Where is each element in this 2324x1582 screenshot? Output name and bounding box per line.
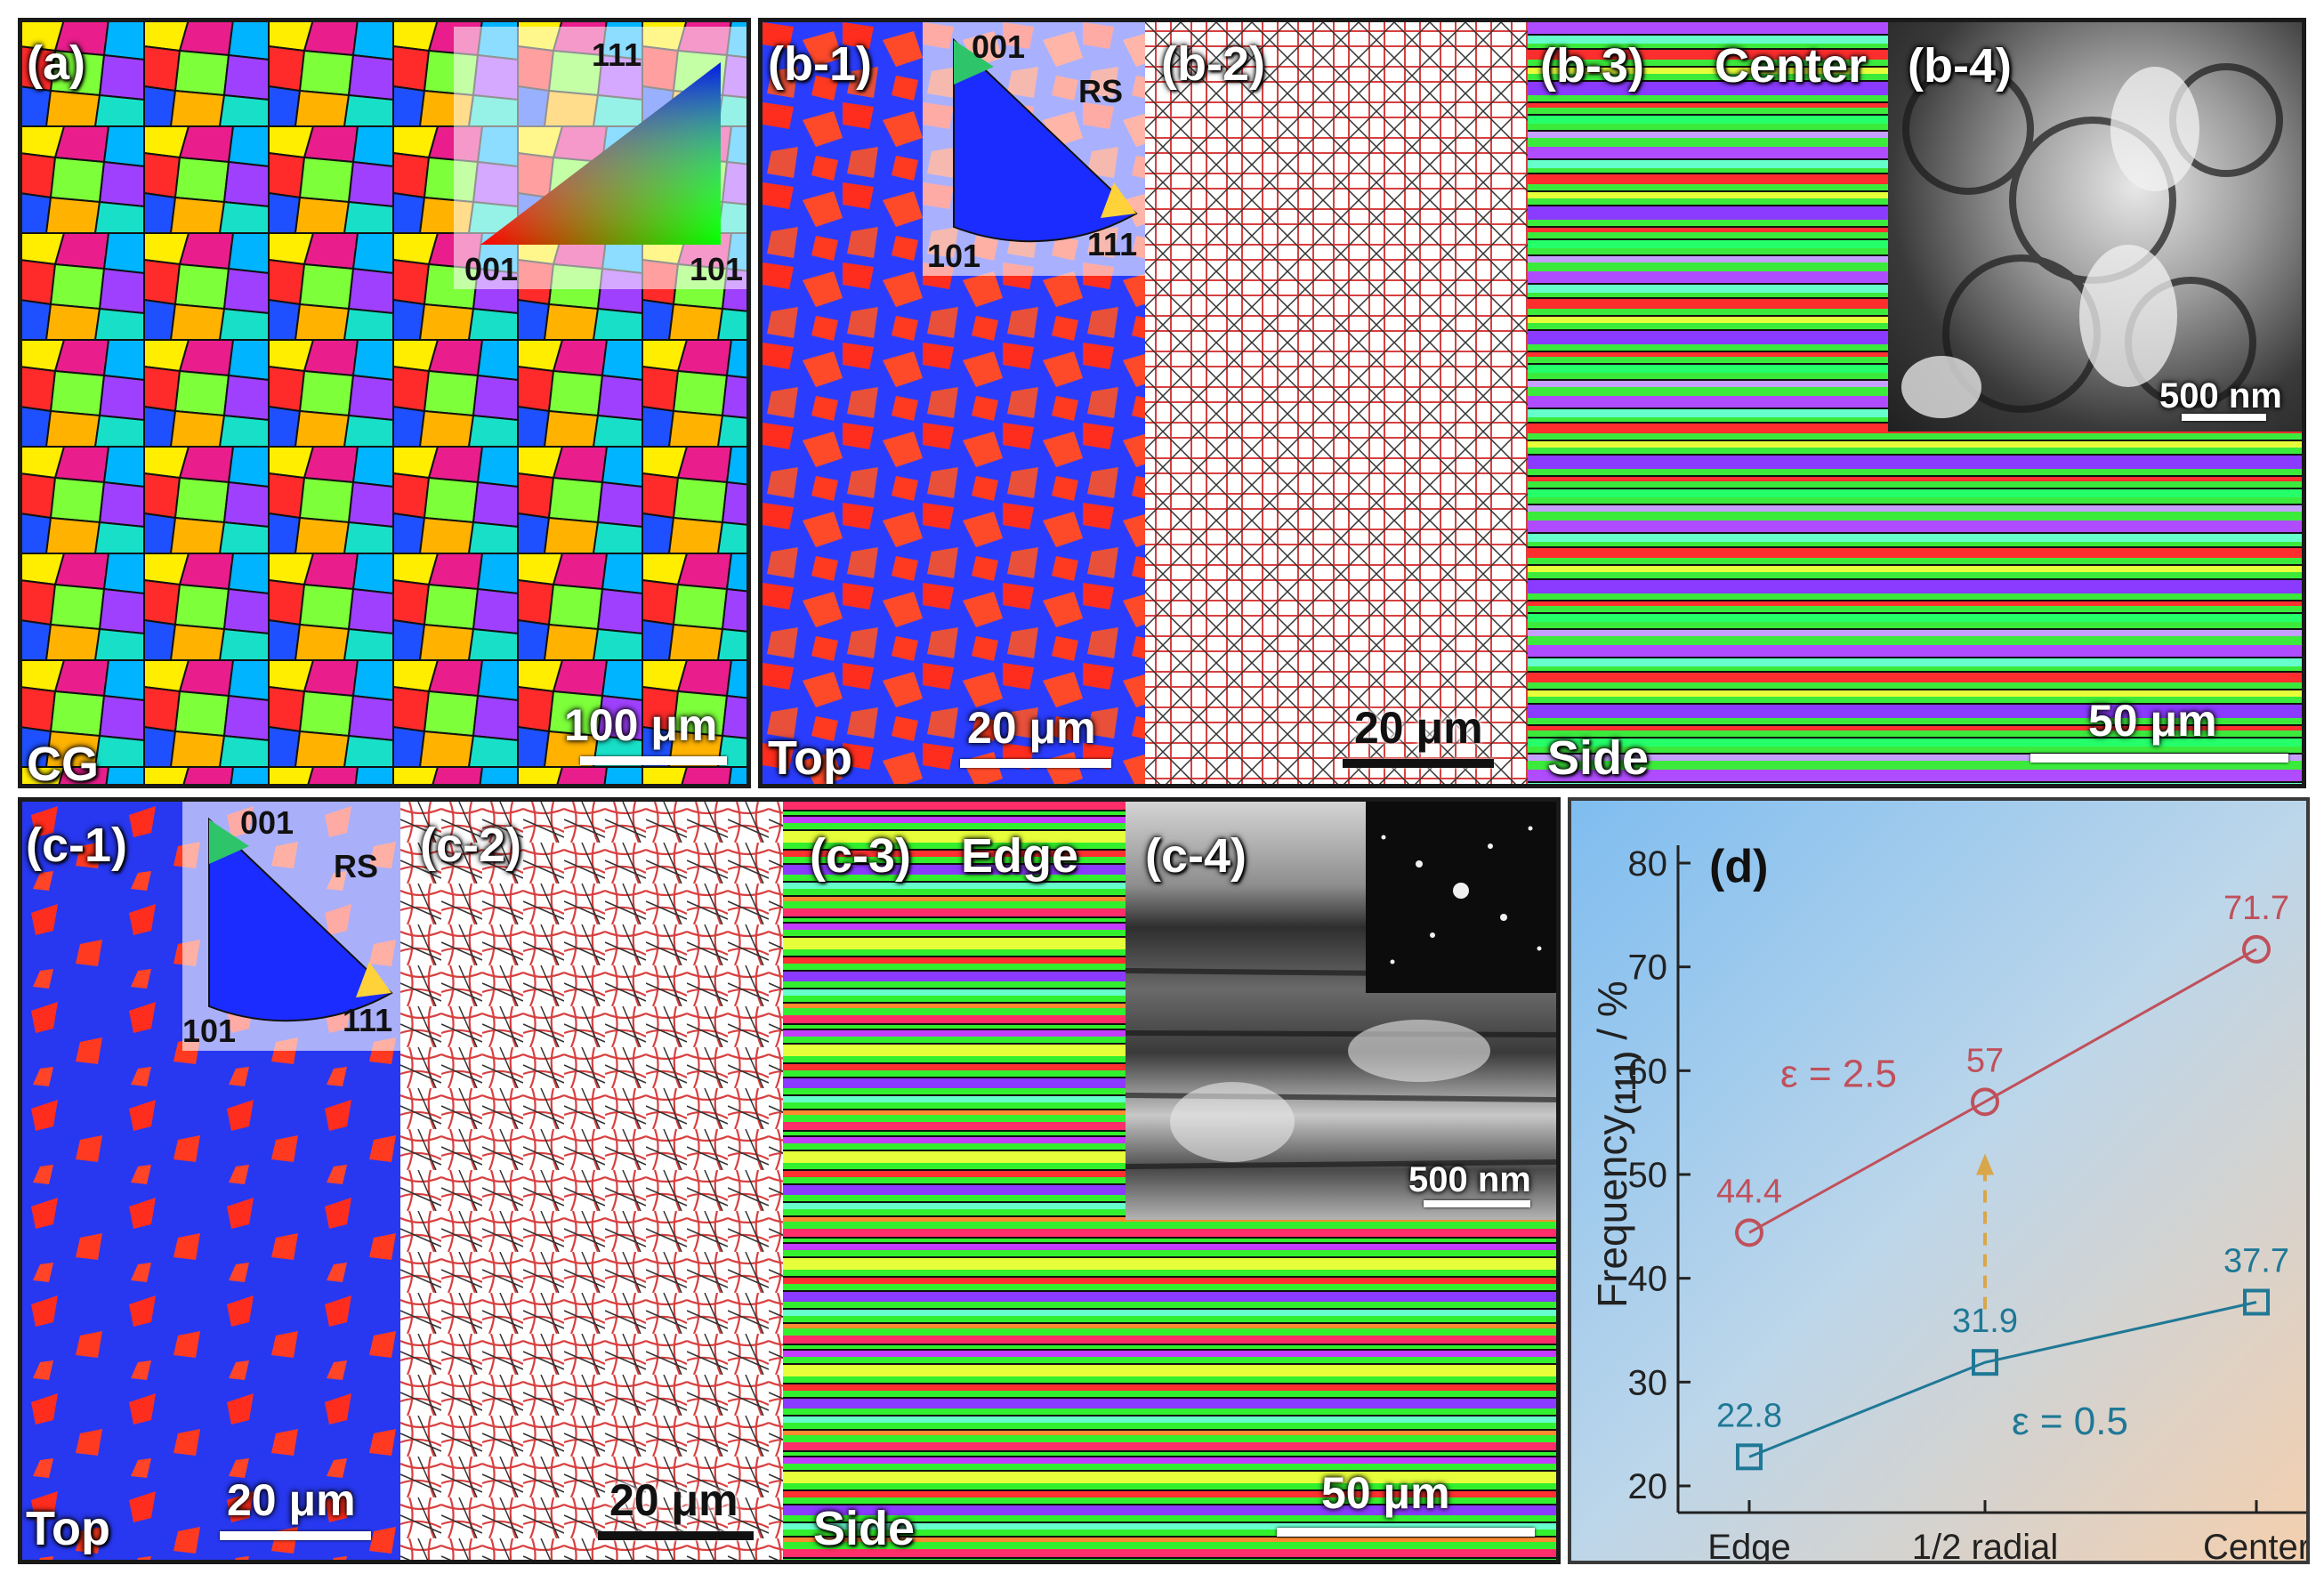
panel-c1-ebsd-map: RS 001 101 111 (c-1) Top 20 μm: [22, 802, 400, 1560]
scale-text-b3: 50 μm: [2088, 696, 2217, 746]
series-line-0: [1748, 948, 2257, 1234]
y-tick-label: 60: [1628, 1052, 1668, 1091]
y-tick-label: 50: [1628, 1156, 1668, 1195]
panel-d-chart: 20 30 40 50 60 70 80 Edge 1/2 radial Center Freque…: [1568, 797, 2310, 1564]
panel-label-b4: (b-4): [1908, 39, 2012, 93]
data-point-square: [1736, 1443, 1763, 1471]
scale-bar-b4: [2182, 414, 2266, 421]
ipf-label-101: 101: [690, 251, 744, 287]
view-label-top-b1: Top: [768, 731, 852, 784]
ipf-color-key: 111 001 101: [454, 27, 747, 289]
scale-bar-c4: [1424, 1200, 1530, 1207]
panel-label-a: (a): [27, 36, 85, 90]
scale-bar-c2: [598, 1531, 754, 1540]
panel-b4-tem: (b-4) 500 nm: [1888, 22, 2302, 432]
y-tick-label: 30: [1628, 1363, 1668, 1402]
y-tick-label: 80: [1628, 844, 1668, 884]
frame-b: [758, 18, 2306, 788]
scale-text-c1: 20 μm: [227, 1475, 356, 1525]
location-label-edge: Edge: [961, 829, 1079, 883]
frequency-line-chart: 20 30 40 50 60 70 80 Edge 1/2 radial Center Freque…: [1589, 844, 2306, 1561]
panel-c4-tem: (c-4) 500 nm: [1126, 802, 1556, 1220]
series-name-low: ε = 0.5: [2012, 1400, 2128, 1443]
location-label-center: Center: [1715, 39, 1868, 93]
inverse-pole-figure-c1: RS 001 101 111: [182, 802, 400, 1051]
y-tick-label: 20: [1628, 1467, 1668, 1506]
panel-label-c1: (c-1): [26, 819, 128, 872]
data-point-circle: [2242, 934, 2271, 964]
data-label: 37.7: [2223, 1243, 2289, 1280]
series-name-high: ε = 2.5: [1780, 1052, 1897, 1095]
scale-text-c4: 500 nm: [1408, 1160, 1531, 1199]
view-label-top-c1: Top: [26, 1502, 110, 1555]
pf-label-001-c1: 001: [240, 804, 295, 841]
panel-label-b3: (b-3): [1540, 39, 1644, 93]
panel-label-b2: (b-2): [1161, 37, 1265, 91]
condition-label-cg: CG: [27, 738, 99, 787]
pf-label-001-b1: 001: [972, 28, 1026, 65]
panel-label-c2: (c-2): [420, 819, 522, 872]
scale-bar-b3: [2030, 754, 2288, 763]
data-label: 44.4: [1716, 1173, 1782, 1210]
frame-c: [18, 797, 1561, 1564]
panel-a-ebsd-map: 111 001 101 (a) CG 100 μm: [20, 20, 749, 787]
pf-label-111-c1: 111: [343, 1002, 393, 1038]
panel-b1-ebsd-map: RS 001 101 111 (b-1) Top 20 μm: [763, 22, 1145, 784]
scale-bar-b2: [1343, 759, 1494, 768]
x-tick-label: Edge: [1707, 1528, 1790, 1561]
panel-b2-boundary-map: (b-2) 20 μm: [1145, 22, 1528, 784]
scale-bar-a: [580, 756, 727, 765]
view-label-side-c3: Side: [813, 1502, 916, 1555]
x-tick-label: Center: [2203, 1528, 2306, 1561]
data-point-square: [1972, 1349, 1998, 1376]
pf-label-111-b1: 111: [1087, 226, 1138, 262]
inverse-pole-figure-b1: RS 001 101 111: [923, 22, 1145, 276]
scale-text-c3: 50 μm: [1321, 1468, 1450, 1518]
data-point-square: [2243, 1288, 2270, 1316]
data-point-circle: [1735, 1218, 1763, 1247]
y-tick-label: 70: [1628, 948, 1668, 988]
ipf-label-111: 111: [592, 36, 642, 73]
frame-a: [18, 18, 751, 788]
panel-label-d: (d): [1709, 841, 1769, 892]
y-axis-label: Frequency(111) / %: [1589, 981, 1642, 1308]
data-label: 71.7: [2223, 890, 2289, 927]
ipf-label-001: 001: [464, 251, 519, 287]
data-label: 57: [1966, 1042, 2004, 1079]
pf-label-rs-b1: RS: [1078, 73, 1124, 109]
data-label: 22.8: [1716, 1397, 1782, 1434]
scale-text-a: 100 μm: [564, 700, 718, 750]
panel-label-c3: (c-3): [810, 829, 912, 883]
panel-label-b1: (b-1): [768, 37, 872, 91]
panel-label-c4: (c-4): [1145, 829, 1247, 883]
scale-bar-b1: [960, 759, 1111, 768]
scale-bar-c1: [220, 1531, 371, 1540]
pf-label-rs-c1: RS: [334, 848, 379, 884]
scale-text-c2: 20 μm: [609, 1475, 738, 1525]
scale-text-b2: 20 μm: [1354, 703, 1483, 753]
pf-label-101-c1: 101: [182, 1013, 237, 1049]
data-point-circle: [1971, 1087, 1999, 1117]
x-tick-label: 1/2 radial: [1912, 1528, 2059, 1561]
view-label-side-b3: Side: [1547, 731, 1650, 784]
trend-arrow: [1976, 1153, 1994, 1310]
panel-c2-boundary-map: (c-2) 20 μm: [400, 802, 783, 1560]
pf-label-101-b1: 101: [927, 238, 981, 274]
scale-text-b4: 500 nm: [2159, 376, 2282, 416]
scale-bar-c3: [1277, 1528, 1535, 1537]
scale-text-b1: 20 μm: [967, 703, 1096, 753]
series-line-1: [1748, 1301, 2257, 1458]
y-tick-label: 40: [1628, 1260, 1668, 1299]
